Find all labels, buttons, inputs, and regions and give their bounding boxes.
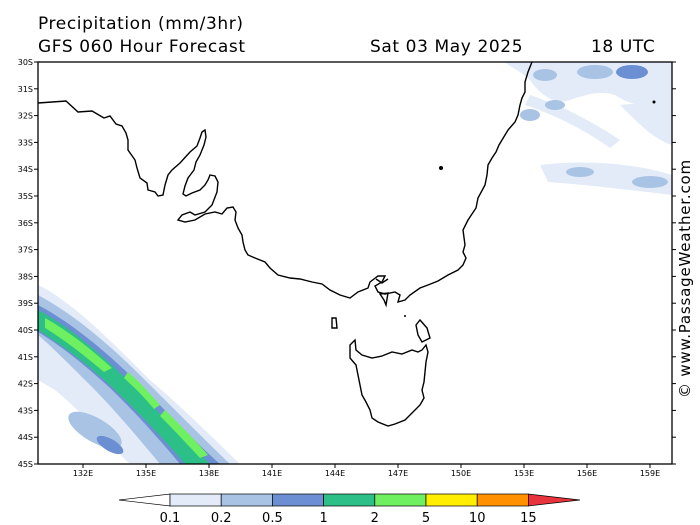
lon-label: 147E: [388, 469, 408, 478]
legend-swatch: [169, 493, 222, 507]
precip-ne-patch: [616, 65, 648, 79]
island-marker: [439, 166, 443, 170]
precip-ne-patch: [520, 109, 540, 121]
precip-ne-patch: [632, 176, 668, 188]
precip-patch: [96, 435, 124, 455]
map-title: Precipitation (mm/3hr): [38, 14, 244, 34]
island-marker: [404, 315, 406, 317]
legend-label: 2: [371, 511, 379, 525]
legend-label: 0.5: [262, 511, 283, 525]
legend-label: 10: [469, 511, 486, 525]
island-marker: [652, 100, 656, 104]
legend-label: 0.2: [211, 511, 232, 525]
precip-band-peak-3: [160, 410, 208, 458]
legend-label: 5: [422, 511, 430, 525]
precip-ne-patch: [566, 167, 594, 177]
legend-arrow-left: [118, 493, 171, 507]
lat-label: 37S: [18, 246, 33, 255]
precip-band-peak-2: [124, 372, 160, 409]
lon-label: 132E: [73, 469, 93, 478]
precip-band-peak-1: [45, 318, 112, 372]
lat-label: 35S: [18, 192, 33, 201]
lat-label: 44S: [18, 433, 33, 442]
lat-label: 38S: [18, 272, 33, 281]
legend-label: 15: [520, 511, 537, 525]
lat-label: 43S: [18, 406, 33, 415]
precip-ne-streak: [525, 95, 620, 148]
legend-swatch: [220, 493, 273, 507]
precip-ne-light: [620, 100, 672, 145]
lat-label: 30S: [18, 58, 33, 67]
lat-label: 33S: [18, 138, 33, 147]
legend-swatch: [323, 493, 376, 507]
lon-label: 135E: [136, 469, 156, 478]
longitude-axis: 132E 135E 138E 141E 144E 147E 150E 153E 156E 159E: [73, 464, 660, 478]
lon-label: 150E: [451, 469, 471, 478]
legend-label: 1: [319, 511, 327, 525]
lon-label: 153E: [514, 469, 534, 478]
legend-swatch: [272, 493, 324, 507]
precip-ne-patch: [545, 100, 565, 110]
lon-label: 159E: [640, 469, 660, 478]
lat-label: 41S: [18, 353, 33, 362]
forecast-label: GFS 060 Hour Forecast: [38, 37, 246, 57]
lat-label: 45S: [18, 460, 33, 469]
legend-swatch: [374, 493, 427, 507]
forecast-date: Sat 03 May 2025: [370, 37, 524, 57]
lat-label: 39S: [18, 299, 33, 308]
lon-label: 156E: [577, 469, 597, 478]
lat-label: 32S: [18, 112, 33, 121]
precipitation-field: [38, 62, 672, 464]
legend-swatch: [476, 493, 529, 507]
precip-ne-patch: [577, 65, 613, 79]
legend-label: 0.1: [160, 511, 181, 525]
legend-arrow-right: [527, 493, 581, 507]
lon-label: 144E: [325, 469, 345, 478]
forecast-time: 18 UTC: [591, 37, 656, 57]
legend-swatch: [425, 493, 478, 507]
lon-label: 141E: [262, 469, 282, 478]
lat-label: 34S: [18, 165, 33, 174]
map-frame: [37, 61, 673, 465]
latitude-axis: 30S 31S 32S 33S 34S 35S 36S 37S 38S 39S 40S 41S 42S 4…: [18, 58, 676, 469]
precip-ne-patch: [533, 69, 557, 81]
lon-label: 138E: [199, 469, 219, 478]
credit-text: © www.PassageWeather.com: [676, 159, 694, 398]
precipitation-legend: 0.1 0.2 0.5 1 2 5 10 15: [118, 493, 581, 525]
lat-label: 36S: [18, 219, 33, 228]
lat-label: 31S: [18, 85, 33, 94]
lat-label: 40S: [18, 326, 33, 335]
coastline: [38, 62, 533, 427]
lat-label: 42S: [18, 380, 33, 389]
